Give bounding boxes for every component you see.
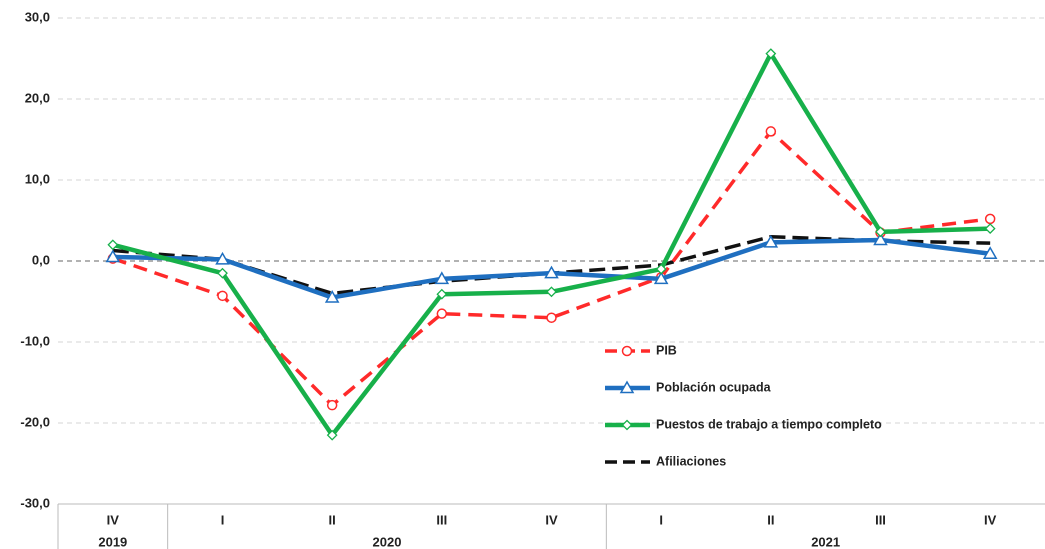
series	[105, 232, 998, 303]
marker	[763, 234, 779, 248]
group-label: 2021	[811, 534, 840, 549]
group-label: 2019	[98, 534, 127, 549]
marker	[436, 288, 448, 300]
x-tick-label: III	[436, 512, 447, 527]
marker	[984, 213, 996, 225]
x-tick-label: IV	[107, 512, 120, 527]
marker	[217, 267, 228, 279]
marker	[434, 271, 450, 285]
x-tick-label: IV	[545, 512, 558, 527]
legend: PIB Población ocupada Puestos de trabajo a…	[605, 343, 882, 468]
x-tick-label: II	[329, 512, 336, 527]
legend-label: Afiliaciones	[656, 454, 726, 468]
y-tick-label: -30,0	[20, 495, 50, 510]
marker	[436, 308, 448, 319]
marker	[655, 263, 667, 275]
series-line	[112, 129, 991, 407]
x-tick-label: III	[875, 512, 886, 527]
y-tick-label: -10,0	[20, 333, 50, 348]
y-tick-label: 20,0	[25, 90, 50, 105]
marker	[324, 289, 340, 303]
x-tick-label: II	[767, 512, 774, 527]
marker	[107, 239, 119, 251]
marker	[982, 246, 998, 259]
marker	[326, 429, 338, 441]
legend-label: Puestos de trabajo a tiempo completo	[656, 417, 882, 431]
legend-label: Población ocupada	[656, 380, 772, 394]
marker	[215, 251, 230, 265]
x-tick-label: IV	[984, 512, 997, 527]
y-tick-label: 10,0	[25, 171, 50, 186]
group-label: 2020	[373, 534, 402, 549]
marker	[546, 286, 557, 298]
marker	[765, 126, 777, 137]
marker	[544, 265, 559, 279]
marker	[621, 345, 633, 357]
marker	[765, 48, 777, 60]
series	[107, 48, 996, 441]
marker	[217, 290, 228, 302]
marker	[621, 419, 633, 431]
marker	[546, 312, 557, 323]
marker	[984, 223, 996, 235]
marker	[875, 226, 886, 238]
marker	[105, 249, 121, 263]
x-tick-label: I	[221, 512, 225, 527]
legend-label: PIB	[656, 343, 677, 357]
y-tick-label: 0,0	[32, 252, 50, 267]
x-tick-label: I	[659, 512, 663, 527]
marker	[619, 380, 635, 394]
marker	[653, 271, 669, 285]
marker	[873, 232, 888, 246]
y-tick-label: -20,0	[20, 414, 50, 429]
marker	[326, 399, 338, 411]
series-line	[112, 51, 991, 438]
y-tick-label: 30,0	[25, 9, 50, 24]
